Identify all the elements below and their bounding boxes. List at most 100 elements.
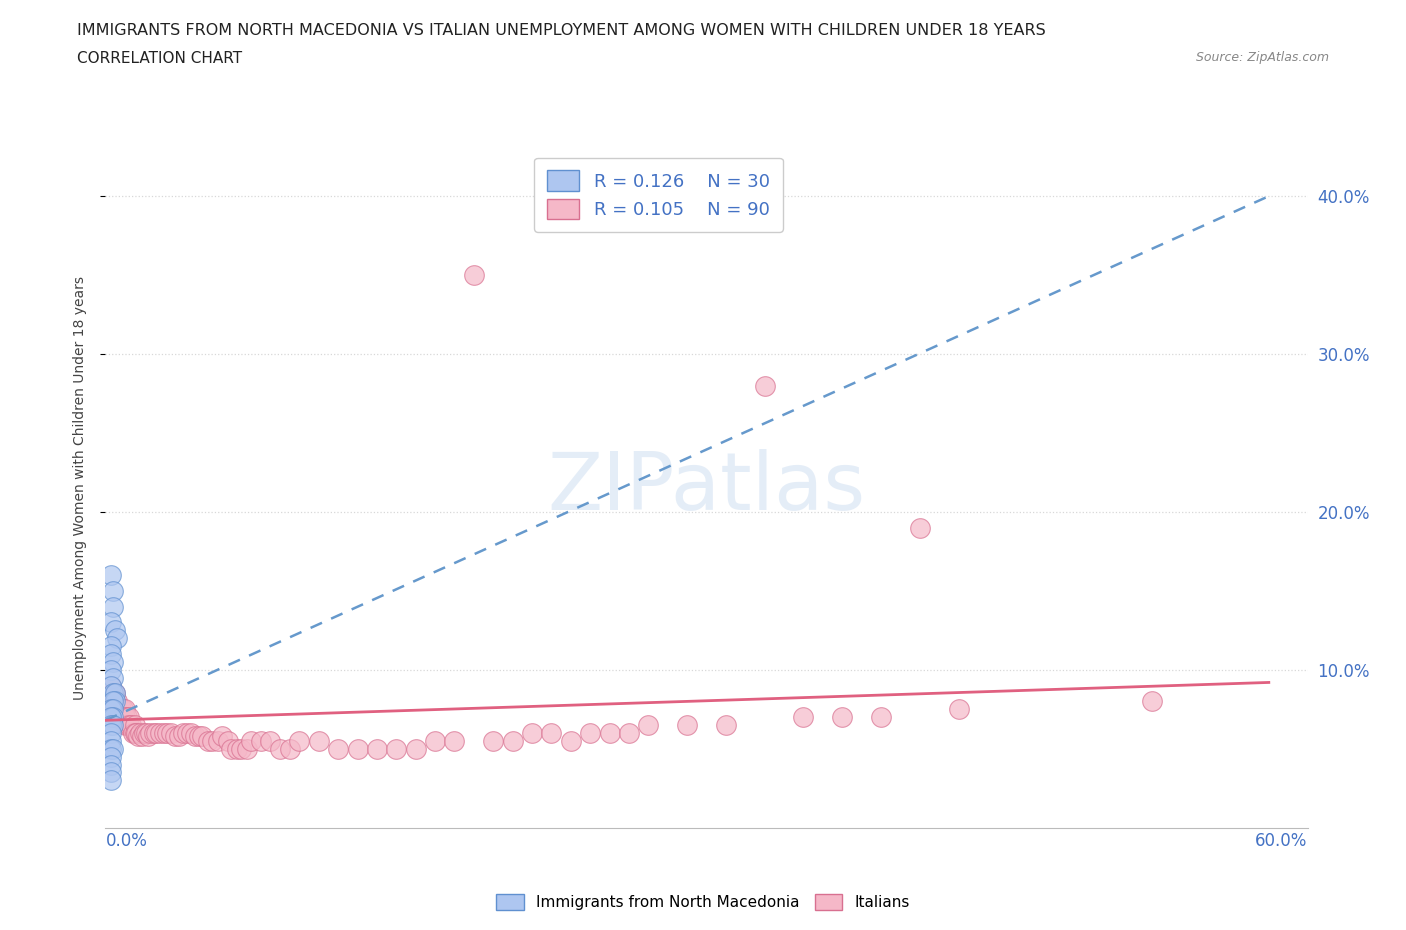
Point xyxy=(127,729,149,744)
Point xyxy=(908,520,931,535)
Point xyxy=(114,702,136,717)
Point xyxy=(207,734,229,749)
Point xyxy=(111,710,134,724)
Point xyxy=(124,725,146,740)
Point xyxy=(502,734,524,749)
Text: CORRELATION CHART: CORRELATION CHART xyxy=(77,51,242,66)
Point xyxy=(103,583,125,598)
Point xyxy=(180,725,202,740)
Point xyxy=(288,734,311,749)
Point xyxy=(792,710,814,724)
Point xyxy=(443,734,465,749)
Point xyxy=(201,734,224,749)
Point xyxy=(100,639,122,654)
Legend: R = 0.126    N = 30, R = 0.105    N = 90: R = 0.126 N = 30, R = 0.105 N = 90 xyxy=(534,158,783,232)
Point xyxy=(104,623,127,638)
Point xyxy=(579,725,602,740)
Point xyxy=(103,710,125,724)
Point xyxy=(100,765,122,780)
Point xyxy=(676,718,699,733)
Point xyxy=(617,725,640,740)
Point xyxy=(221,741,243,756)
Point xyxy=(167,729,190,744)
Point xyxy=(103,686,125,701)
Point xyxy=(134,725,156,740)
Legend: Immigrants from North Macedonia, Italians: Immigrants from North Macedonia, Italian… xyxy=(488,886,918,918)
Point xyxy=(104,702,127,717)
Point xyxy=(103,741,125,756)
Point xyxy=(115,718,138,733)
Point xyxy=(560,734,582,749)
Point xyxy=(385,741,408,756)
Point xyxy=(231,741,253,756)
Point xyxy=(125,725,148,740)
Point xyxy=(160,725,183,740)
Point xyxy=(103,671,125,685)
Point xyxy=(100,710,122,724)
Point xyxy=(870,710,893,724)
Text: 60.0%: 60.0% xyxy=(1256,832,1308,850)
Point xyxy=(100,734,122,749)
Point xyxy=(308,734,330,749)
Point xyxy=(100,615,122,630)
Point xyxy=(105,694,128,709)
Point xyxy=(326,741,349,756)
Point xyxy=(118,710,141,724)
Text: 0.0%: 0.0% xyxy=(105,832,148,850)
Point xyxy=(278,741,301,756)
Point xyxy=(114,718,136,733)
Point xyxy=(115,710,138,724)
Point xyxy=(105,710,128,724)
Point xyxy=(346,741,368,756)
Point xyxy=(142,725,165,740)
Point xyxy=(226,741,249,756)
Point xyxy=(118,718,141,733)
Point xyxy=(103,694,125,709)
Text: IMMIGRANTS FROM NORTH MACEDONIA VS ITALIAN UNEMPLOYMENT AMONG WOMEN WITH CHILDRE: IMMIGRANTS FROM NORTH MACEDONIA VS ITALI… xyxy=(77,23,1046,38)
Point xyxy=(100,725,122,740)
Point xyxy=(1142,694,1164,709)
Point xyxy=(100,741,122,756)
Point xyxy=(187,729,209,744)
Point xyxy=(831,710,853,724)
Point xyxy=(120,718,142,733)
Point xyxy=(259,734,281,749)
Point xyxy=(105,631,128,645)
Point xyxy=(236,741,259,756)
Point xyxy=(948,702,970,717)
Point xyxy=(100,567,122,582)
Point xyxy=(100,662,122,677)
Point xyxy=(149,725,172,740)
Point xyxy=(145,725,167,740)
Point xyxy=(211,729,233,744)
Point xyxy=(100,757,122,772)
Point xyxy=(156,725,179,740)
Point xyxy=(124,718,146,733)
Point xyxy=(100,678,122,693)
Point xyxy=(108,702,131,717)
Point xyxy=(249,734,271,749)
Point xyxy=(100,718,122,733)
Point xyxy=(540,725,562,740)
Point xyxy=(520,725,543,740)
Point xyxy=(105,702,128,717)
Point xyxy=(217,734,239,749)
Point xyxy=(366,741,388,756)
Point xyxy=(100,702,122,717)
Point xyxy=(104,686,127,701)
Point xyxy=(110,710,132,724)
Point xyxy=(482,734,505,749)
Point xyxy=(423,734,446,749)
Point xyxy=(110,702,132,717)
Point xyxy=(165,729,187,744)
Point xyxy=(111,702,134,717)
Point xyxy=(104,686,127,701)
Point xyxy=(100,678,122,693)
Point xyxy=(136,729,159,744)
Point xyxy=(100,773,122,788)
Point xyxy=(103,718,125,733)
Point xyxy=(176,725,198,740)
Point xyxy=(599,725,621,740)
Point xyxy=(139,725,162,740)
Point xyxy=(104,694,127,709)
